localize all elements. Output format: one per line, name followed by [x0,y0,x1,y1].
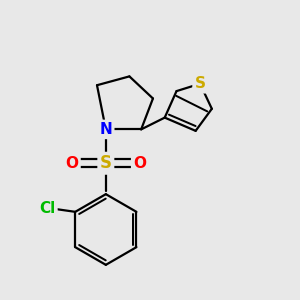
Text: O: O [65,156,79,171]
Text: N: N [100,122,112,137]
Text: O: O [133,156,146,171]
Text: Cl: Cl [39,201,56,216]
Text: S: S [100,154,112,172]
Text: S: S [195,76,206,91]
